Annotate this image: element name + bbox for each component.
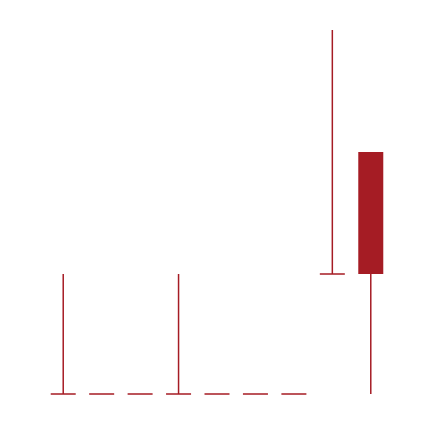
candle-4 (166, 274, 192, 395)
candle-8 (319, 30, 345, 275)
candle-9 (358, 152, 384, 394)
candle-body (358, 152, 384, 274)
candle-1 (50, 274, 76, 395)
